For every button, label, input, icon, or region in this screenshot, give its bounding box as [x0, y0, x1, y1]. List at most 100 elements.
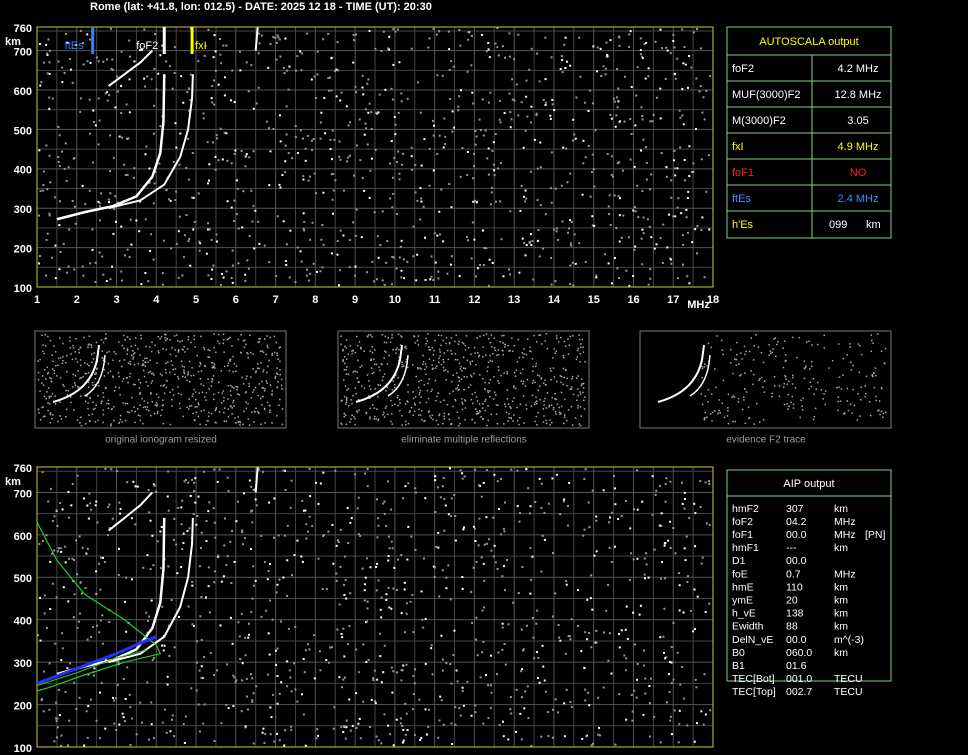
noise-dot [450, 60, 453, 63]
noise-dot [320, 111, 323, 114]
noise-dot [148, 346, 151, 348]
noise-dot [412, 255, 415, 258]
noise-dot [433, 575, 436, 578]
noise-dot [187, 373, 189, 375]
noise-dot [735, 358, 738, 361]
noise-dot [472, 566, 475, 569]
noise-dot [555, 230, 558, 233]
noise-dot [842, 357, 845, 360]
noise-dot [550, 201, 553, 204]
noise-dot [65, 389, 67, 392]
noise-dot [70, 396, 72, 398]
noise-dot [731, 396, 733, 398]
noise-dot [642, 138, 645, 141]
noise-dot [490, 334, 493, 336]
noise-dot [360, 346, 362, 349]
noise-dot [45, 534, 48, 537]
noise-dot [526, 685, 529, 688]
noise-dot [275, 341, 277, 344]
noise-dot [134, 485, 137, 488]
noise-dot [213, 34, 216, 37]
aip-value: 110 [786, 581, 803, 593]
noise-dot [86, 736, 89, 739]
noise-dot [354, 423, 356, 426]
noise-dot [864, 392, 867, 395]
noise-dot [311, 221, 314, 224]
noise-dot [137, 414, 140, 416]
noise-dot [462, 704, 465, 707]
noise-dot [187, 605, 190, 608]
noise-dot [118, 341, 120, 343]
noise-dot [100, 402, 102, 405]
noise-dot [123, 163, 126, 166]
noise-dot [74, 384, 77, 386]
noise-dot [630, 552, 633, 555]
noise-dot [213, 393, 215, 396]
noise-dot [197, 60, 200, 63]
noise-dot [338, 269, 341, 272]
noise-dot [89, 262, 92, 265]
noise-dot [455, 372, 458, 374]
noise-dot [334, 70, 337, 73]
noise-dot [508, 273, 511, 276]
noise-dot [475, 638, 478, 641]
noise-dot [562, 367, 565, 370]
noise-dot [708, 228, 711, 231]
noise-dot [529, 346, 531, 349]
noise-dot [282, 66, 285, 69]
noise-dot [317, 557, 320, 560]
noise-dot [614, 743, 617, 746]
noise-dot [470, 398, 473, 401]
aip-unit: km [834, 594, 848, 606]
noise-dot [395, 267, 398, 270]
noise-dot [594, 641, 597, 644]
noise-dot [503, 346, 506, 348]
noise-dot [203, 54, 206, 57]
noise-dot [65, 408, 68, 411]
noise-dot [681, 88, 684, 91]
noise-dot [612, 97, 615, 100]
noise-dot [205, 423, 207, 426]
noise-dot [437, 423, 440, 426]
noise-dot [279, 398, 281, 401]
noise-dot [123, 254, 126, 257]
noise-dot [639, 37, 642, 40]
noise-dot [495, 404, 498, 406]
noise-dot [101, 400, 103, 403]
noise-dot [308, 515, 311, 518]
trace [108, 74, 194, 210]
noise-dot [792, 407, 795, 409]
noise-dot [151, 534, 154, 537]
noise-dot [371, 336, 373, 338]
noise-dot [569, 172, 572, 175]
noise-dot [683, 179, 686, 182]
noise-dot [247, 356, 249, 359]
noise-dot [160, 526, 163, 529]
noise-dot [571, 375, 574, 378]
noise-dot [551, 708, 554, 711]
noise-dot [464, 419, 466, 421]
noise-dot [682, 697, 685, 700]
noise-dot [202, 470, 205, 473]
noise-dot [673, 149, 676, 152]
noise-dot [88, 492, 91, 495]
noise-dot [565, 583, 568, 586]
noise-dot [45, 144, 48, 147]
noise-dot [194, 406, 197, 408]
noise-dot [683, 498, 686, 501]
noise-dot [494, 133, 497, 136]
noise-dot [569, 638, 572, 641]
noise-dot [515, 688, 518, 691]
noise-dot [342, 348, 344, 351]
noise-dot [46, 372, 49, 375]
noise-dot [198, 730, 201, 733]
noise-dot [586, 638, 589, 641]
noise-dot [48, 395, 51, 398]
noise-dot [430, 417, 433, 419]
noise-dot [710, 346, 712, 349]
x-tick-label: 10 [389, 754, 401, 755]
noise-dot [711, 411, 714, 414]
noise-dot [450, 722, 453, 725]
x-tick-label: 15 [588, 754, 600, 755]
noise-dot [881, 387, 883, 390]
